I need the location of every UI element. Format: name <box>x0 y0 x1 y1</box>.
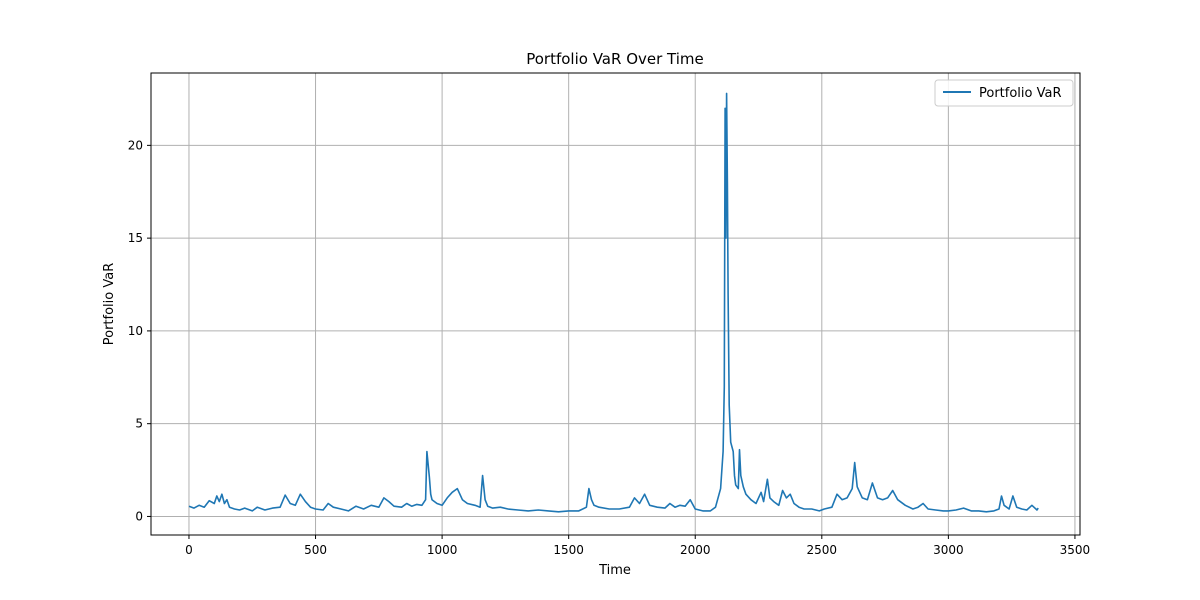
x-tick-label: 1500 <box>553 543 584 557</box>
x-tick-label: 2000 <box>680 543 711 557</box>
x-tick-label: 2500 <box>807 543 838 557</box>
series-layer <box>188 92 1039 513</box>
y-tick-label: 10 <box>128 324 143 338</box>
legend: Portfolio VaR <box>934 79 1074 107</box>
y-tick-label: 0 <box>135 509 143 523</box>
y-axis: 0 5 10 15 20 <box>128 138 151 523</box>
legend-label: Portfolio VaR <box>979 86 1062 101</box>
chart-title: Portfolio VaR Over Time <box>526 50 704 68</box>
legend-box <box>934 79 1074 107</box>
y-tick-label: 5 <box>135 417 143 431</box>
x-tick-label: 3000 <box>933 543 964 557</box>
x-axis-label: Time <box>598 563 631 578</box>
y-tick-label: 15 <box>128 231 143 245</box>
grid-lines <box>151 73 1080 535</box>
series-line-0 <box>188 92 1039 513</box>
y-axis-label: Portfolio VaR <box>102 263 117 346</box>
x-tick-label: 3500 <box>1060 543 1091 557</box>
y-tick-label: 20 <box>128 138 143 152</box>
x-tick-label: 0 <box>185 543 193 557</box>
x-tick-label: 500 <box>304 543 327 557</box>
plot-frame <box>150 72 1081 536</box>
x-axis: 0 500 1000 1500 2000 2500 3000 3500 <box>185 535 1090 557</box>
x-tick-label: 1000 <box>427 543 458 557</box>
